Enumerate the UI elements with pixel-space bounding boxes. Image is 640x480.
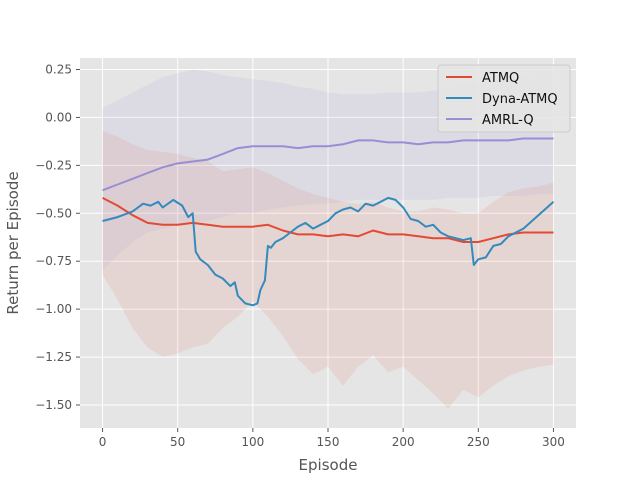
grid bbox=[80, 58, 576, 428]
series-line bbox=[102, 137, 554, 192]
legend-box bbox=[437, 64, 571, 133]
confidence-band bbox=[102, 130, 554, 409]
y-axis-label: Return per Episode bbox=[4, 171, 22, 314]
x-tick-label: 300 bbox=[542, 435, 565, 449]
y-tick-label: −0.25 bbox=[35, 158, 72, 172]
x-axis-ticks: 0 50 100 150 200 250 300 bbox=[99, 428, 565, 449]
series-lines bbox=[102, 137, 555, 307]
legend-label: Dyna-ATMQ bbox=[482, 92, 558, 107]
x-tick-label: 200 bbox=[392, 435, 415, 449]
legend-label: AMRL-Q bbox=[482, 113, 534, 128]
y-tick-label: −1.50 bbox=[35, 398, 72, 412]
y-tick-label: −0.75 bbox=[35, 254, 72, 268]
x-tick-label: 0 bbox=[99, 435, 107, 449]
legend-label: ATMQ bbox=[482, 71, 519, 86]
x-tick-label: 250 bbox=[467, 435, 490, 449]
x-axis-label: Episode bbox=[299, 456, 358, 474]
series-line bbox=[102, 196, 555, 307]
y-tick-label: 0.00 bbox=[45, 110, 72, 124]
y-tick-label: 0.25 bbox=[45, 63, 72, 77]
x-tick-label: 100 bbox=[241, 435, 264, 449]
x-tick-label: 50 bbox=[170, 435, 185, 449]
y-tick-label: −1.00 bbox=[35, 302, 72, 316]
legend: ATMQ Dyna-ATMQ AMRL-Q bbox=[437, 64, 571, 133]
y-tick-label: −1.25 bbox=[35, 350, 72, 364]
y-tick-label: −0.50 bbox=[35, 206, 72, 220]
series-line bbox=[102, 197, 554, 243]
x-tick-label: 150 bbox=[317, 435, 340, 449]
y-axis-ticks: −1.50 −1.25 −1.00 −0.75 −0.50 −0.25 0.00 0.25 bbox=[35, 63, 80, 412]
